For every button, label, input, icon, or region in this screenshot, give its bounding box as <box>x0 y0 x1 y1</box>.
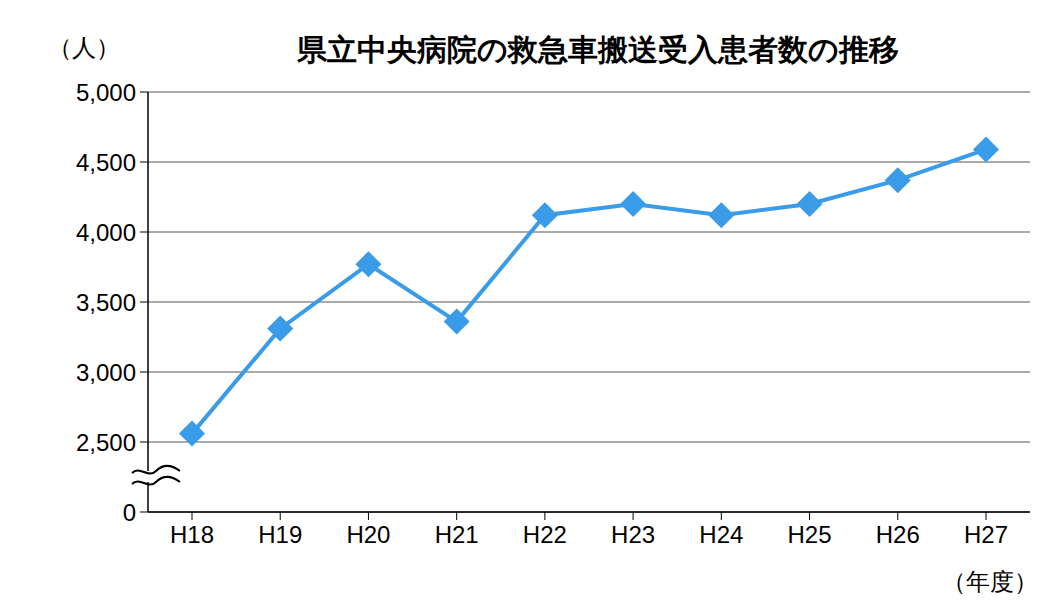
svg-text:3,000: 3,000 <box>76 359 136 386</box>
svg-text:4,000: 4,000 <box>76 219 136 246</box>
svg-text:H18: H18 <box>170 521 214 548</box>
svg-text:H20: H20 <box>346 521 390 548</box>
svg-text:0: 0 <box>123 499 136 526</box>
html-text:（人）: （人） <box>48 34 120 61</box>
svg-text:2,500: 2,500 <box>76 429 136 456</box>
svg-text:H23: H23 <box>611 521 655 548</box>
svg-text:5,000: 5,000 <box>76 79 136 106</box>
svg-text:H27: H27 <box>964 521 1008 548</box>
svg-text:H21: H21 <box>435 521 479 548</box>
svg-text:H25: H25 <box>788 521 832 548</box>
svg-text:H19: H19 <box>258 521 302 548</box>
svg-text:H26: H26 <box>876 521 920 548</box>
svg-text:H24: H24 <box>699 521 743 548</box>
svg-text:4,500: 4,500 <box>76 149 136 176</box>
html-text:県立中央病院の救急車搬送受入患者数の推移: 県立中央病院の救急車搬送受入患者数の推移 <box>297 33 899 66</box>
svg-text:H22: H22 <box>523 521 567 548</box>
html-text:（年度）: （年度） <box>942 568 1038 595</box>
svg-text:3,500: 3,500 <box>76 289 136 316</box>
